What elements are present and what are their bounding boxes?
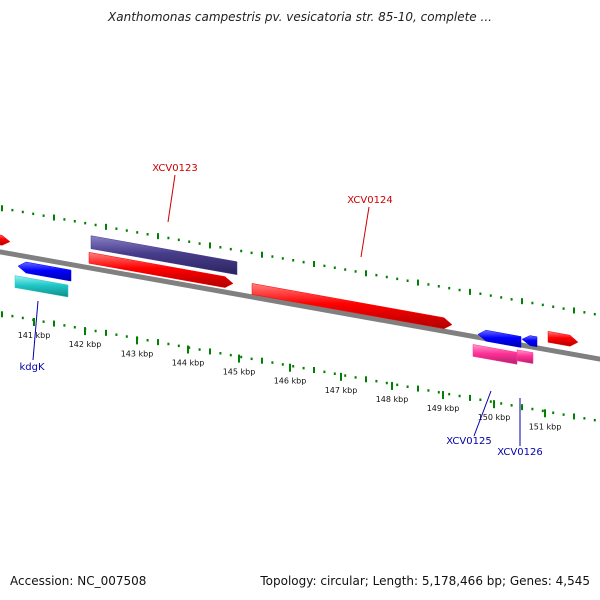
kbp-label: 145 kbp: [223, 368, 256, 377]
label-layer: 141 kbp 142 kbp 143 kbp 144 kbp 145 kbp 146 k…: [18, 163, 562, 458]
feature-arrow-xcv0125-gene[interactable]: [472, 344, 518, 365]
feature-arrow-kdgk-cds[interactable]: [17, 261, 72, 282]
kbp-label: 141 kbp: [18, 331, 51, 340]
feature-arrow-xcv0126-gene[interactable]: [516, 349, 534, 364]
kbp-label: 146 kbp: [274, 377, 307, 386]
map-title: Xanthomonas campestris pv. vesicatoria s…: [108, 10, 492, 24]
callout-line: [167, 174, 176, 223]
kbp-label: 148 kbp: [376, 395, 409, 404]
feature-arrow-offscreen-left[interactable]: [0, 234, 11, 246]
feature-arrow-xcv0123-cds[interactable]: [88, 252, 234, 288]
feature-arrow-xcv0123-gene[interactable]: [90, 235, 238, 275]
feature-arrow-kdgk-gene[interactable]: [14, 275, 69, 298]
kbp-label: 147 kbp: [325, 386, 358, 395]
genome-summary-text: Topology: circular; Length: 5,178,466 bp…: [260, 574, 590, 588]
callout-line: [360, 206, 370, 258]
feature-label-kdgk[interactable]: kdgK: [19, 362, 44, 373]
feature-arrow-xcv0125-cds[interactable]: [477, 329, 522, 348]
tick-layer: [1, 205, 596, 422]
feature-arrow-xcv0124-cds[interactable]: [251, 283, 453, 329]
feature-label-xcv0125[interactable]: XCV0125: [446, 436, 491, 447]
feature-arrow-xcv0126-cds[interactable]: [521, 335, 538, 348]
feature-layer: [0, 234, 579, 365]
callout-line: [473, 390, 492, 437]
kbp-label: 142 kbp: [69, 340, 102, 349]
kbp-label: 144 kbp: [172, 358, 205, 367]
accession-text: Accession: NC_007508: [10, 574, 147, 588]
kbp-label: 150 kbp: [478, 413, 511, 422]
feature-label-xcv0124[interactable]: XCV0124: [347, 195, 392, 206]
callout-line: [32, 300, 39, 361]
feature-arrow-right-edge[interactable]: [547, 331, 579, 347]
feature-label-xcv0126[interactable]: XCV0126: [497, 447, 542, 458]
kbp-label: 151 kbp: [529, 422, 562, 431]
kbp-label: 143 kbp: [121, 349, 154, 358]
kbp-label: 149 kbp: [427, 404, 460, 413]
feature-label-xcv0123[interactable]: XCV0123: [152, 163, 197, 174]
